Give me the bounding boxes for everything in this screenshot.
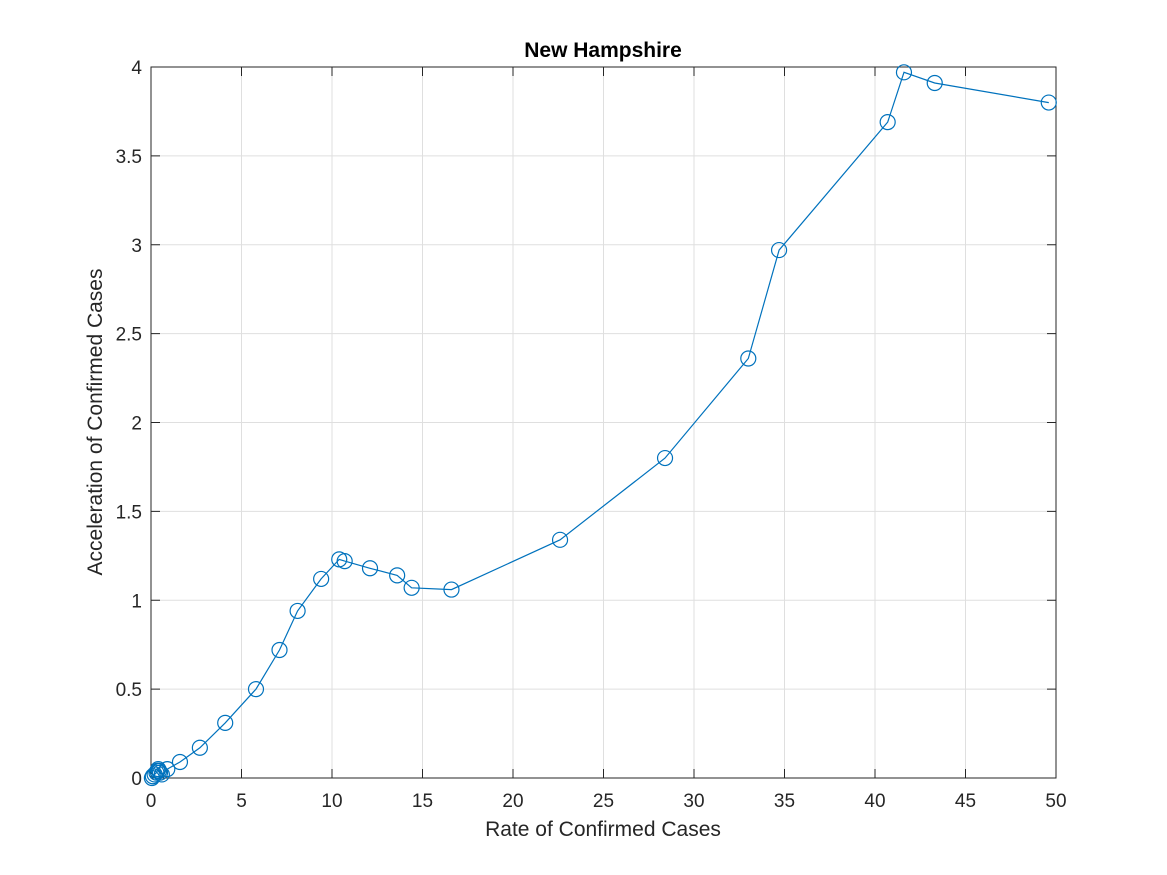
data-point [740,350,757,367]
axes [150,66,1057,779]
data-point [217,714,234,731]
chart-title: New Hampshire [524,39,682,62]
y-tick-label: 4 [131,58,142,79]
y-axis-title: Acceleration of Confirmed Cases [84,269,107,576]
x-tick-label: 15 [412,791,433,812]
y-tick-label: 1.5 [116,502,142,523]
data-point [150,761,167,778]
x-axis-title: Rate of Confirmed Cases [485,818,721,841]
data-point [1040,94,1057,111]
x-tick-label: 50 [1045,791,1066,812]
y-tick-label: 2.5 [116,325,142,346]
y-tick-label: 2 [131,414,142,435]
data-point [151,762,168,779]
data-point [171,753,189,771]
data-point [313,570,330,588]
y-tick-label: 3.5 [116,147,142,168]
data-point [926,74,943,92]
x-tick-label: 25 [593,791,614,812]
x-tick-label: 30 [683,791,704,812]
x-tick-label: 20 [502,791,523,812]
data-point [403,579,420,596]
data-point [551,531,569,548]
x-tick-label: 5 [236,791,247,812]
tick-labels: 0 5 10 15 20 25 30 35 40 45 50 0 0.5 1 1.5 2 2.5 3 3.5 4 [116,58,1067,812]
data-point [443,581,460,598]
y-tick-label: 0.5 [116,680,142,701]
data-point [895,64,913,81]
data-point [389,567,406,584]
y-tick-label: 1 [131,591,142,612]
data-point [289,602,306,620]
data-point [151,764,169,781]
y-tick-label: 3 [131,236,142,257]
data-point [656,449,674,467]
data-point [879,114,896,131]
data-series [143,64,1057,787]
data-point [361,560,379,577]
x-tick-label: 0 [146,791,157,812]
x-tick-label: 35 [774,791,795,812]
data-point [770,241,788,259]
data-point [159,761,176,778]
series-line [151,71,1049,779]
x-tick-label: 10 [321,791,342,812]
data-point [191,739,208,756]
data-point [336,553,353,570]
data-point [247,681,265,698]
x-tick-label: 40 [864,791,885,812]
x-tick-label: 45 [955,791,976,812]
data-point [153,766,170,783]
data-point [271,641,288,659]
y-tick-label: 0 [131,769,142,790]
